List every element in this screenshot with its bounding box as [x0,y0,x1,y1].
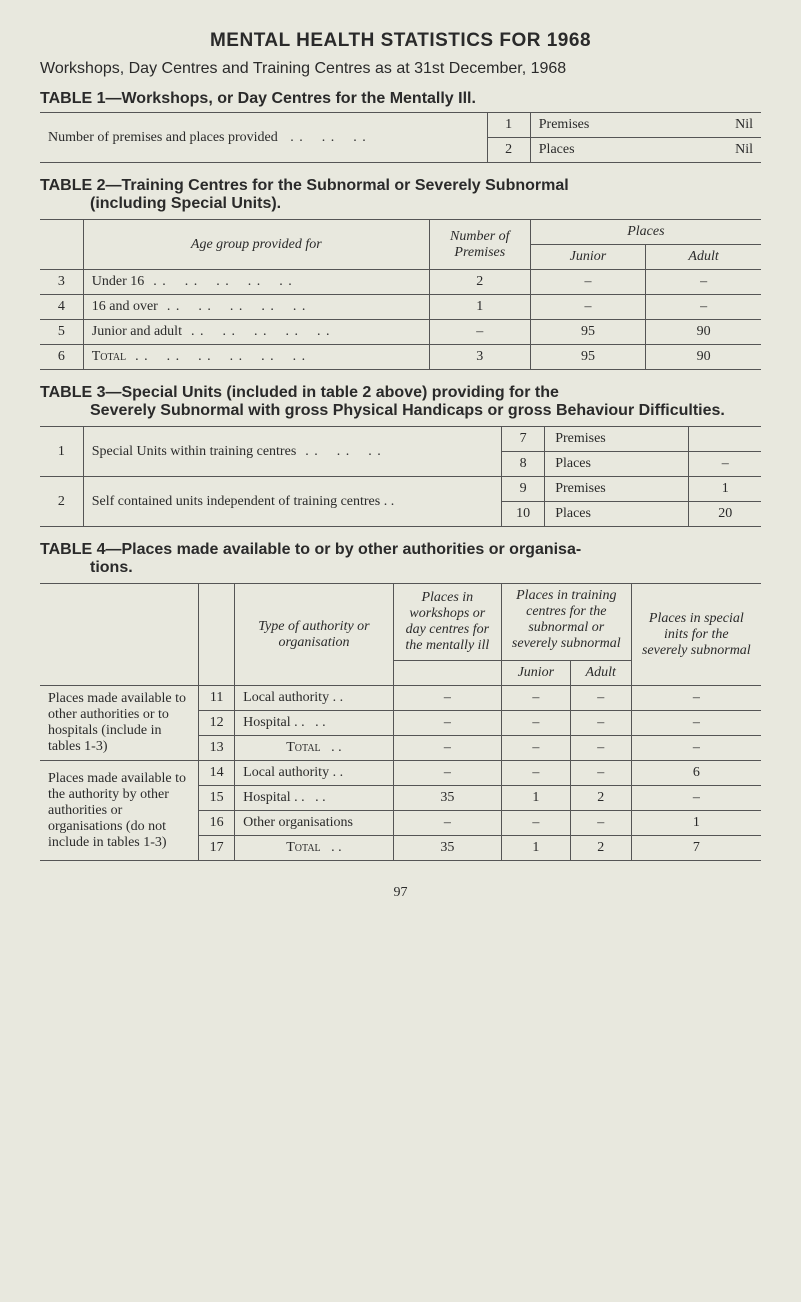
page-subhead: Workshops, Day Centres and Training Cent… [40,60,761,78]
t4-h-adult: Adult [570,661,631,686]
t1-lbl2: Places [539,142,575,157]
table3-title: TABLE 3—Special Units (included in table… [40,384,761,420]
t1-v1: Nil [735,117,753,133]
t3-r1b-v: – [689,452,761,477]
table2-title: TABLE 2—Training Centres for the Subnorm… [40,177,761,213]
t2-title-b: (including Special Units). [40,195,761,213]
t3-r1a-v [689,427,761,452]
t2-h-adult: Adult [646,245,761,270]
table-row: 4 16 and over 1 – – [40,295,761,320]
t3-title-a: TABLE 3—Special Units (included in table… [40,384,559,401]
table3: 1 Special Units within training centres … [40,426,761,527]
t3-r2a-n: 9 [501,477,544,502]
t3-title-b: Severely Subnormal with gross Physical H… [40,402,761,420]
dots [281,130,367,145]
t2-h-junior: Junior [530,245,645,270]
table1-title: TABLE 1—Workshops, or Day Centres for th… [40,90,761,108]
table-row: Places made available to other authoriti… [40,686,761,711]
t4-title-b: tions. [40,559,761,577]
t2-h-num: Number of Premises [429,220,530,270]
t4-h-type: Type of authority or organisation [235,584,394,686]
t4-group1: Places made available to other authoriti… [40,686,199,761]
t4-h-junior: Junior [501,661,570,686]
table4: Type of authority or organisation Places… [40,583,761,861]
table1: Number of premises and places provided 1… [40,112,761,163]
table4-title: TABLE 4—Places made available to or by o… [40,541,761,577]
t2-h-age: Age group provided for [83,220,429,270]
t1-rowlabel: Number of premises and places provided [48,130,278,145]
t3-r2a-v: 1 [689,477,761,502]
t3-r1b-n: 8 [501,452,544,477]
t3-r1a-n: 7 [501,427,544,452]
t3-r2b-lbl: Places [545,502,689,527]
table-row: 6 Total 3 95 90 [40,345,761,370]
t1-n1: 1 [487,113,530,138]
t4-h-c1: Places in workshops or day centres for t… [393,584,501,661]
t2-title-a: TABLE 2—Training Centres for the Subnorm… [40,177,569,194]
t3-r1n: 1 [40,427,83,477]
t1-v2: Nil [735,142,753,158]
t4-h-c3: Places in special inits for the severely… [631,584,761,686]
t3-r1a-lbl: Premises [545,427,689,452]
t3-r2b-v: 20 [689,502,761,527]
t3-r1lbl: Special Units within training centres [92,444,297,459]
t4-group2: Places made available to the authority b… [40,761,199,861]
t3-r2n: 2 [40,477,83,527]
table-row: 3 Under 16 2 – – [40,270,761,295]
t3-r2a-lbl: Premises [545,477,689,502]
t4-h-c2: Places in training centres for the subno… [501,584,631,657]
table2: Age group provided for Number of Premise… [40,219,761,370]
t3-r1b-lbl: Places [545,452,689,477]
t4-title-a: TABLE 4—Places made available to or by o… [40,541,581,558]
table-row: Places made available to the authority b… [40,761,761,786]
t1-n2: 2 [487,138,530,163]
page-number: 97 [40,885,761,901]
table-row: 5 Junior and adult – 95 90 [40,320,761,345]
t3-r2lbl: Self contained units independent of trai… [83,477,501,527]
t3-r2b-n: 10 [501,502,544,527]
t2-h-places: Places [530,220,761,245]
page-title: MENTAL HEALTH STATISTICS FOR 1968 [40,30,761,52]
t1-lbl1: Premises [539,117,590,132]
